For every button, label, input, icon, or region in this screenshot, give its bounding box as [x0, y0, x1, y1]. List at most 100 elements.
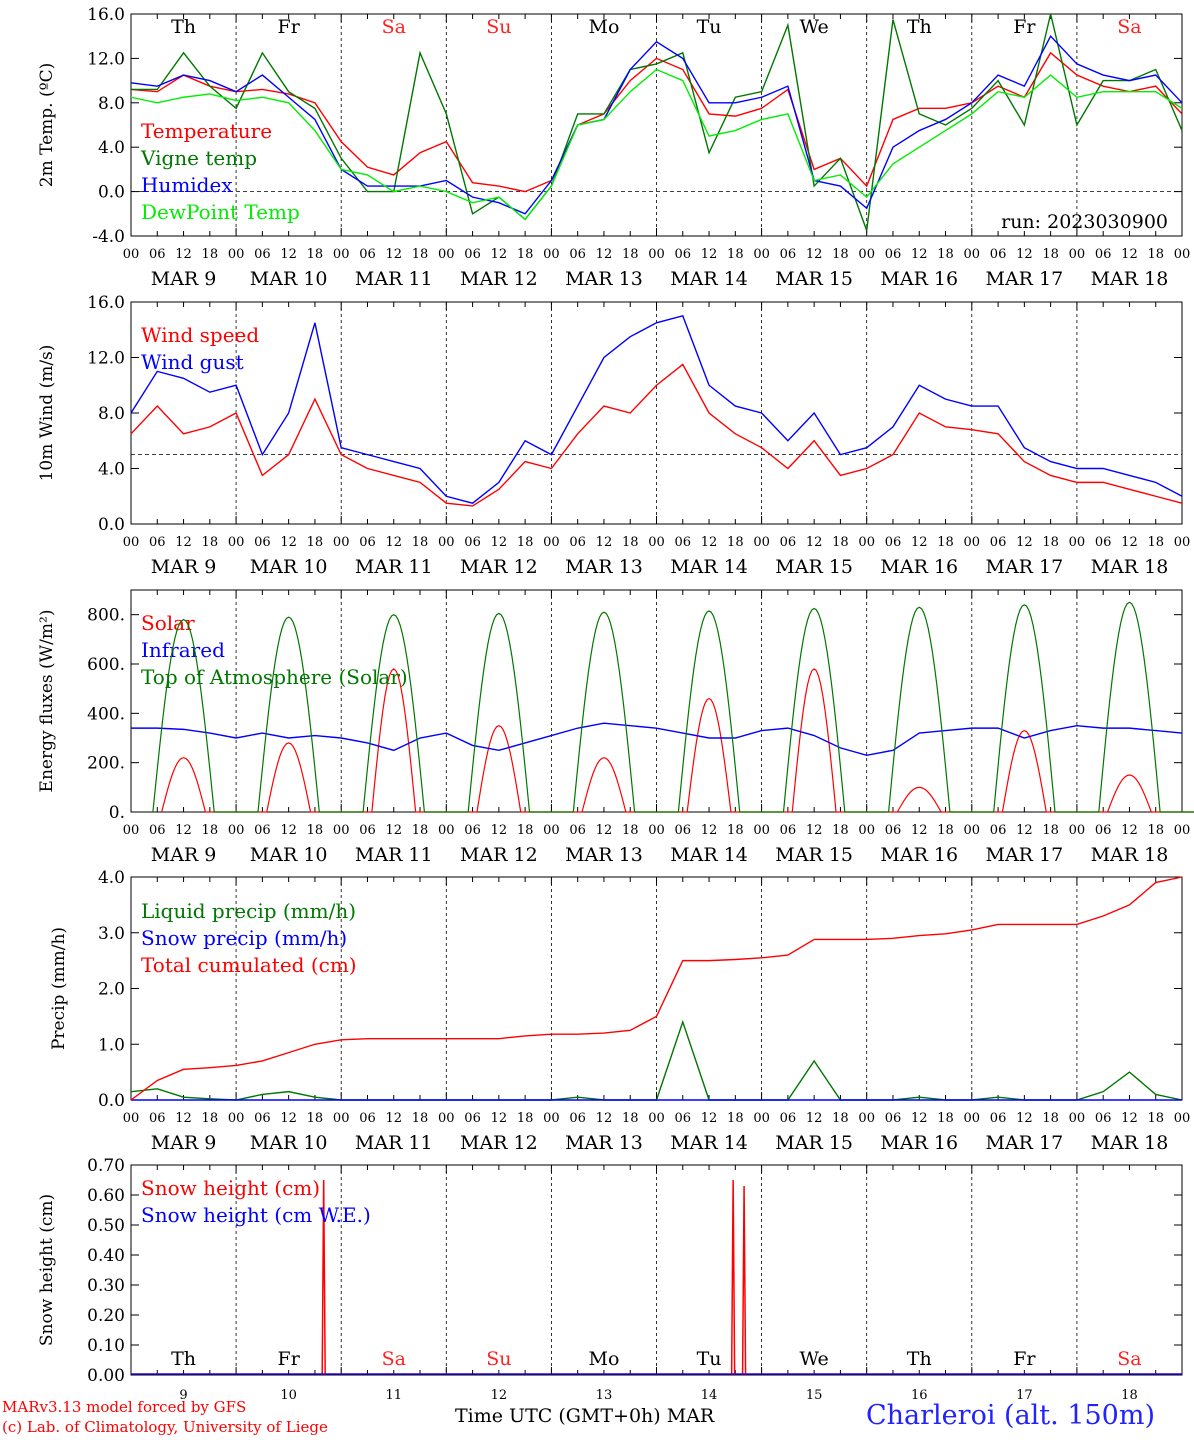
hour-tick-label: 06 [149, 535, 166, 550]
hour-tick-label: 06 [780, 823, 797, 838]
day-label: Fr [278, 16, 301, 38]
legend-entry: Wind speed [141, 323, 259, 347]
y-tick-label: 600. [87, 655, 125, 675]
hour-tick-label: 18 [937, 1111, 954, 1126]
hour-tick-label: 00 [438, 823, 455, 838]
hour-tick-label: 06 [675, 535, 692, 550]
hour-tick-label: 00 [753, 823, 770, 838]
hour-tick-label: 18 [622, 247, 639, 262]
hour-tick-label: 18 [517, 1111, 534, 1126]
hour-tick-label: 18 [1042, 823, 1059, 838]
hour-tick-label: 06 [1095, 823, 1112, 838]
hour-tick-label: 00 [438, 535, 455, 550]
hour-tick-label: 00 [123, 1111, 140, 1126]
hour-tick-label: 18 [727, 823, 744, 838]
date-label: MAR 18 [1091, 1132, 1169, 1154]
hour-tick-label: 06 [359, 1111, 376, 1126]
series-line [130, 68, 1183, 221]
hour-tick-label: 12 [385, 247, 402, 262]
y-axis-label: 10m Wind (m/s) [37, 345, 57, 482]
hour-tick-label: 00 [1069, 247, 1086, 262]
date-label: MAR 12 [460, 268, 538, 290]
hour-tick-label: 12 [1016, 535, 1033, 550]
hour-tick-label: 06 [254, 823, 271, 838]
y-tick-label: 12.0 [87, 49, 125, 69]
snow-spike [741, 1185, 747, 1376]
y-tick-label: -4.0 [92, 227, 125, 247]
hour-tick-label: 06 [675, 823, 692, 838]
legend-entry: Infrared [141, 638, 225, 662]
legend-entry: DewPoint Temp [141, 200, 300, 224]
hour-tick-label: 06 [569, 535, 586, 550]
hour-tick-label: 00 [228, 535, 245, 550]
hour-tick-label: 18 [202, 1111, 219, 1126]
hour-tick-label: 00 [858, 823, 875, 838]
y-tick-label: 16.0 [87, 293, 125, 313]
hour-tick-label: 06 [359, 535, 376, 550]
date-label: MAR 13 [565, 556, 643, 578]
y-tick-label: 0.70 [87, 1156, 125, 1176]
hour-tick-label: 12 [491, 823, 508, 838]
y-tick-label: 8.0 [98, 404, 125, 424]
hour-tick-label: 18 [517, 247, 534, 262]
hour-tick-label: 00 [123, 247, 140, 262]
hour-tick-label: 00 [1069, 535, 1086, 550]
hour-tick-label: 18 [412, 1111, 429, 1126]
hour-tick-label: 18 [202, 823, 219, 838]
hour-tick-label: 12 [701, 1111, 718, 1126]
hour-tick-label: 12 [280, 823, 297, 838]
series-line [130, 363, 1183, 507]
hour-tick-label: 06 [149, 247, 166, 262]
hour-tick-label: 06 [780, 1111, 797, 1126]
series-line [130, 876, 1183, 1101]
hour-tick-label: 00 [543, 247, 560, 262]
hour-tick-label: 18 [1042, 1111, 1059, 1126]
hour-tick-label: 06 [885, 535, 902, 550]
hour-tick-label: 18 [937, 535, 954, 550]
date-label: MAR 15 [775, 844, 853, 866]
date-label: MAR 17 [985, 844, 1063, 866]
hour-tick-label: 18 [727, 247, 744, 262]
hour-tick-label: 06 [254, 535, 271, 550]
y-tick-label: 400. [87, 704, 125, 724]
hour-tick-label: 18 [1147, 247, 1164, 262]
y-tick-label: 0.0 [98, 1091, 125, 1111]
hour-tick-label: 06 [149, 823, 166, 838]
hour-tick-label: 00 [1174, 823, 1191, 838]
hour-tick-label: 00 [1174, 247, 1191, 262]
y-tick-label: 0.0 [98, 183, 125, 203]
hour-tick-label: 12 [280, 247, 297, 262]
hour-tick-label: 12 [175, 823, 192, 838]
day-label: Th [171, 1348, 196, 1370]
hour-tick-label: 18 [1042, 535, 1059, 550]
date-label: MAR 10 [250, 268, 328, 290]
y-axis-label: Snow height (cm) [37, 1194, 57, 1346]
legend-entry: Top of Atmosphere (Solar) [141, 665, 408, 689]
hour-tick-label: 06 [675, 1111, 692, 1126]
day-label: We [800, 16, 829, 38]
series-line [130, 35, 1183, 215]
date-label: MAR 15 [775, 1132, 853, 1154]
y-axis-label: Energy fluxes (W/m²) [37, 610, 57, 793]
hour-tick-label: 18 [307, 1111, 324, 1126]
hour-tick-label: 00 [543, 535, 560, 550]
day-label: Th [907, 16, 932, 38]
snow-spike [730, 1179, 736, 1376]
snow-spike [321, 1179, 326, 1376]
series-line [130, 51, 1183, 193]
hour-tick-label: 12 [1016, 823, 1033, 838]
day-label: Tu [697, 16, 722, 38]
day-number-label: 12 [491, 1388, 508, 1403]
date-label: MAR 9 [151, 268, 217, 290]
hour-tick-label: 00 [438, 1111, 455, 1126]
hour-tick-label: 12 [596, 823, 613, 838]
date-label: MAR 15 [775, 268, 853, 290]
hour-tick-label: 18 [832, 247, 849, 262]
hour-tick-label: 00 [1069, 823, 1086, 838]
legend-entry: Snow height (cm) [141, 1176, 320, 1200]
hour-tick-label: 18 [517, 535, 534, 550]
day-number-label: 15 [806, 1388, 823, 1403]
day-label: Mo [588, 16, 619, 38]
legend-entry: Total cumulated (cm) [141, 953, 357, 977]
date-label: MAR 11 [355, 844, 433, 866]
